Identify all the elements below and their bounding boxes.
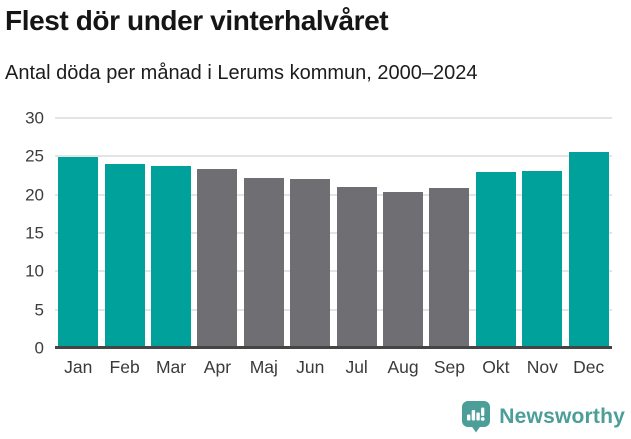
x-tick-label-sep: Sep bbox=[433, 357, 466, 377]
gridline-5 bbox=[55, 308, 612, 311]
y-tick-label-15: 15 bbox=[25, 223, 44, 243]
x-axis-labels: Jan Feb Mar Apr Maj Jun Jul Aug Sep Okt Nov Dec bbox=[55, 357, 612, 378]
gridline-25 bbox=[55, 155, 612, 158]
bar-mar bbox=[151, 166, 192, 348]
bar-jul bbox=[336, 187, 377, 348]
bar-aug bbox=[383, 191, 424, 348]
gridline-20 bbox=[55, 193, 612, 196]
brand-name: Newsworthy bbox=[499, 404, 625, 428]
y-tick-label-20: 20 bbox=[25, 185, 44, 205]
x-tick-label-okt: Okt bbox=[482, 357, 510, 377]
y-tick-label-0: 0 bbox=[34, 338, 44, 358]
x-tick-label-maj: Maj bbox=[249, 357, 278, 377]
brand-footer: Newsworthy bbox=[461, 400, 625, 433]
bar-sep bbox=[429, 187, 470, 348]
x-tick-label-nov: Nov bbox=[526, 357, 558, 377]
bar-apr bbox=[197, 168, 238, 348]
x-tick-label-jan: Jan bbox=[64, 357, 93, 377]
x-tick-label-aug: Aug bbox=[387, 357, 419, 377]
gridline-30 bbox=[55, 117, 612, 119]
bar-maj bbox=[243, 177, 284, 348]
y-tick-label-5: 5 bbox=[34, 300, 44, 320]
x-tick-label-feb: Feb bbox=[109, 357, 140, 377]
bar-dec bbox=[568, 151, 609, 348]
x-axis-line bbox=[55, 346, 612, 349]
y-tick-label-10: 10 bbox=[25, 261, 44, 281]
y-tick-label-30: 30 bbox=[25, 108, 44, 128]
bar-jun bbox=[290, 179, 331, 348]
bar-nov bbox=[522, 170, 563, 348]
bar-jan bbox=[58, 157, 99, 348]
plot-area bbox=[55, 117, 612, 349]
y-tick-label-25: 25 bbox=[25, 146, 44, 166]
bar-chart-speech-bubble-icon bbox=[462, 401, 491, 433]
x-tick-label-jun: Jun bbox=[296, 357, 325, 377]
x-tick-label-jul: Jul bbox=[345, 357, 368, 377]
chart-title: Flest dör under vinterhalvåret bbox=[5, 5, 389, 36]
x-tick-label-mar: Mar bbox=[155, 357, 187, 377]
x-tick-label-apr: Apr bbox=[203, 357, 232, 377]
bar-feb bbox=[104, 164, 145, 348]
bars bbox=[55, 118, 612, 348]
chart-subtitle: Antal döda per månad i Lerums kommun, 20… bbox=[5, 62, 478, 84]
x-tick-label-dec: Dec bbox=[573, 357, 605, 377]
gridline-15 bbox=[55, 232, 612, 234]
y-axis-labels: 0 5 10 15 20 25 30 bbox=[0, 110, 46, 357]
bar-okt bbox=[475, 172, 516, 348]
gridline-10 bbox=[55, 270, 612, 273]
